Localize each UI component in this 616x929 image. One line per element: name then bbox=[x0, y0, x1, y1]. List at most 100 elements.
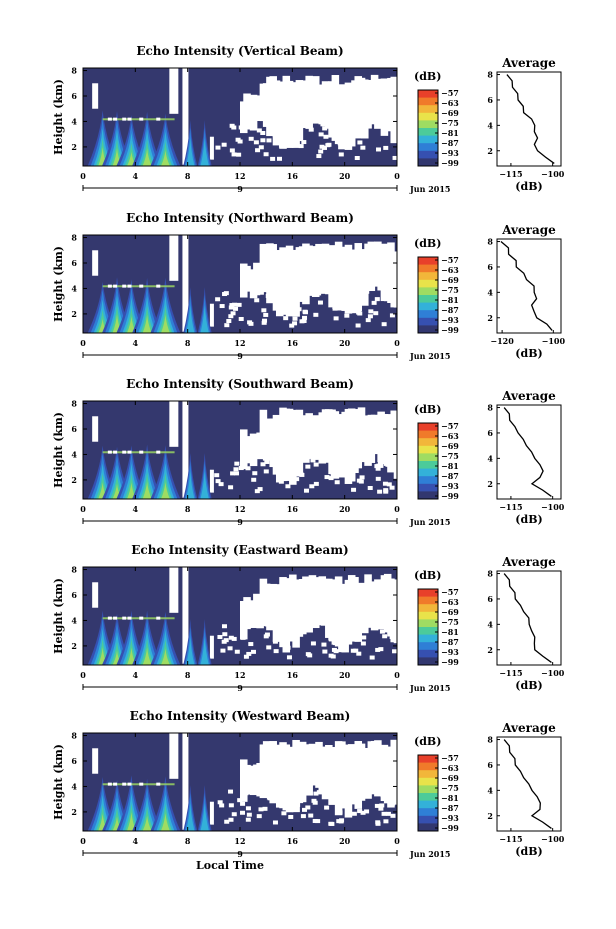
no-data-speckle bbox=[339, 818, 345, 823]
day-label: 9 bbox=[237, 683, 243, 693]
no-data-speckle bbox=[273, 649, 279, 654]
bright-band-gap bbox=[107, 450, 112, 454]
no-data-speckle bbox=[218, 482, 224, 487]
no-data-speckle bbox=[382, 481, 388, 486]
colorbar-tick-label: −69 bbox=[441, 275, 459, 285]
colorbar-segment bbox=[418, 468, 438, 477]
no-data-speckle bbox=[246, 812, 252, 817]
no-data-speckle bbox=[271, 297, 277, 302]
no-data-speckle bbox=[328, 476, 334, 481]
echo-plume bbox=[186, 637, 195, 665]
no-data-speckle bbox=[217, 800, 223, 805]
no-data-speckle bbox=[357, 628, 363, 633]
no-data-speckle bbox=[288, 814, 294, 819]
colorbar-segment bbox=[418, 634, 438, 643]
no-data-speckle bbox=[288, 806, 294, 811]
no-data-speckle bbox=[335, 625, 341, 630]
average-frame bbox=[496, 736, 562, 832]
colorbar-tick-label: −57 bbox=[441, 587, 459, 597]
no-data-speckle bbox=[317, 300, 323, 305]
echo-plume bbox=[186, 305, 195, 333]
no-data-speckle bbox=[295, 802, 301, 807]
colorbar-segment bbox=[418, 461, 438, 470]
no-data-speckle bbox=[296, 307, 302, 312]
echo-plume bbox=[200, 803, 209, 831]
echo-plume bbox=[200, 471, 209, 499]
no-data-speckle bbox=[231, 812, 237, 817]
no-data-speckle bbox=[263, 634, 269, 639]
no-data-speckle bbox=[245, 125, 251, 130]
no-data-speckle bbox=[248, 321, 254, 326]
colorbar-tick-label: −75 bbox=[441, 118, 459, 128]
no-data-speckle bbox=[286, 464, 292, 469]
no-data-speckle bbox=[229, 148, 235, 153]
heatmap bbox=[83, 567, 397, 665]
no-data-region bbox=[209, 801, 214, 825]
no-data-speckle bbox=[294, 301, 300, 306]
y-tick-label: 6 bbox=[71, 258, 77, 268]
average-title: Average bbox=[501, 721, 556, 735]
x-tick-label: 4 bbox=[133, 836, 139, 846]
bright-band-gap bbox=[107, 616, 112, 620]
no-data-speckle bbox=[332, 635, 338, 640]
average-y-tick-label: 4 bbox=[487, 453, 493, 463]
no-data-speckle bbox=[373, 311, 379, 316]
no-data-speckle bbox=[283, 309, 289, 314]
colorbar-segment bbox=[418, 302, 438, 311]
colorbar-tick-label: −93 bbox=[441, 813, 459, 823]
no-data-speckle bbox=[345, 121, 351, 126]
no-data-speckle bbox=[389, 485, 395, 490]
no-data-speckle bbox=[268, 292, 274, 297]
no-data-speckle bbox=[337, 810, 343, 815]
no-data-speckle bbox=[376, 147, 382, 152]
no-data-speckle bbox=[278, 479, 284, 484]
no-data-speckle bbox=[371, 300, 377, 305]
average-x-tick-label: −100 bbox=[541, 169, 565, 179]
colorbar-segment bbox=[418, 158, 438, 167]
colorbar-tick-label: −69 bbox=[441, 773, 459, 783]
no-data-speckle bbox=[305, 652, 311, 657]
no-data-speckle bbox=[262, 806, 268, 811]
no-data-speckle bbox=[240, 635, 246, 640]
no-data-speckle bbox=[351, 487, 357, 492]
x-tick-label: 20 bbox=[339, 338, 351, 348]
x-tick-label: 4 bbox=[133, 504, 139, 514]
no-data-speckle bbox=[260, 138, 266, 143]
bright-band-gap bbox=[127, 284, 132, 288]
no-data-speckle bbox=[248, 642, 254, 647]
no-data-speckle bbox=[222, 292, 228, 297]
no-data-speckle bbox=[263, 312, 269, 317]
no-data-speckle bbox=[305, 464, 311, 469]
echo-plume bbox=[142, 481, 152, 499]
no-data-speckle bbox=[337, 141, 343, 146]
no-data-speckle bbox=[313, 462, 319, 467]
no-data-region bbox=[92, 416, 99, 442]
no-data-speckle bbox=[322, 649, 328, 654]
average-x-tick-label: −115 bbox=[499, 169, 522, 179]
colorbar-tick-label: −87 bbox=[441, 305, 459, 315]
average-y-tick-label: 6 bbox=[487, 95, 493, 105]
no-data-speckle bbox=[272, 132, 278, 137]
no-data-speckle bbox=[365, 318, 371, 323]
no-data-speckle bbox=[281, 811, 287, 816]
x-tick-label: 0 bbox=[80, 670, 86, 680]
no-data-speckle bbox=[260, 462, 266, 467]
average-y-tick-label: 2 bbox=[487, 313, 493, 323]
no-data-speckle bbox=[266, 138, 272, 143]
average-title: Average bbox=[501, 223, 556, 237]
no-data-speckle bbox=[313, 312, 319, 317]
no-data-speckle bbox=[301, 297, 307, 302]
average-frame bbox=[496, 71, 562, 167]
no-data-speckle bbox=[384, 123, 390, 128]
no-data-speckle bbox=[262, 318, 268, 323]
y-tick-label: 8 bbox=[71, 399, 77, 409]
y-axis-label: Height (km) bbox=[52, 744, 65, 820]
colorbar-segment bbox=[418, 808, 438, 817]
no-data-speckle bbox=[359, 475, 365, 480]
bright-band-gap bbox=[139, 284, 144, 288]
no-data-speckle bbox=[232, 302, 238, 307]
no-data-speckle bbox=[230, 311, 236, 316]
no-data-region bbox=[393, 579, 397, 644]
no-data-speckle bbox=[369, 655, 375, 660]
